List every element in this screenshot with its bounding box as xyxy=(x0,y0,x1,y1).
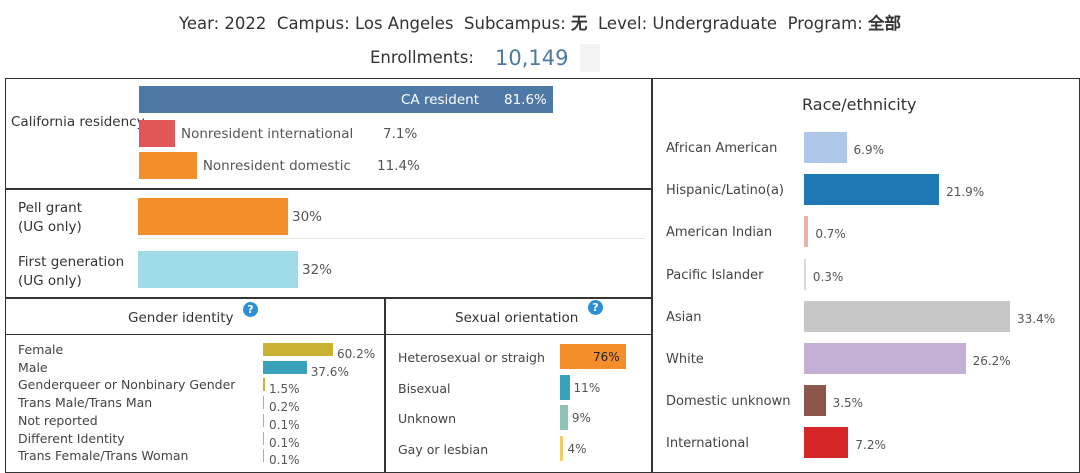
gender-category-label: Male xyxy=(18,359,48,375)
pell-firstgen-bar xyxy=(138,198,288,235)
orientation-value-label: 4% xyxy=(567,441,587,456)
race-bar xyxy=(804,385,826,417)
campus-value: Los Angeles xyxy=(354,14,454,33)
orientation-category-label: Unknown xyxy=(398,411,457,426)
pell-firstgen-value-label: 30% xyxy=(292,209,323,225)
residency-bar xyxy=(139,152,197,179)
pell-gridline xyxy=(137,238,645,239)
program-label: Program: xyxy=(787,14,863,33)
residency-value-label: 11.4% xyxy=(377,158,420,174)
orientation-category-label: Heterosexual or straigh xyxy=(398,350,545,365)
residency-bar xyxy=(139,120,176,147)
orientation-bar xyxy=(560,435,564,461)
enrollments-box xyxy=(580,44,600,72)
race-bar xyxy=(804,216,809,248)
race-category-label: Asian xyxy=(666,309,702,325)
race-bar xyxy=(804,258,806,290)
race-category-label: African American xyxy=(666,141,778,156)
residency-value-label: 7.1% xyxy=(383,126,418,142)
race-category-label: Domestic unknown xyxy=(666,394,791,410)
race-category-label: International xyxy=(666,436,749,452)
gender-help-icon[interactable]: ? xyxy=(243,302,258,317)
filter-summary: Year: 2022 Campus: Los Angeles Subcampus… xyxy=(0,10,1080,34)
orientation-category-label: Gay or lesbian xyxy=(398,441,489,457)
pell-firstgen-category-label: (UG only) xyxy=(18,219,82,235)
race-value-label: 21.9% xyxy=(946,185,985,200)
gender-bar xyxy=(263,413,265,427)
gender-category-label: Genderqueer or Nonbinary Gender xyxy=(18,377,236,393)
residency-category-label: Nonresident domestic xyxy=(202,158,351,174)
race-value-label: 0.7% xyxy=(815,227,846,242)
gender-category-label: Not reported xyxy=(18,412,98,428)
gender-bar xyxy=(263,378,265,392)
pell-firstgen-category-label: Pell grant xyxy=(18,200,82,216)
gender-bar xyxy=(263,360,307,374)
race-value-label: 33.4% xyxy=(1017,311,1056,326)
gender-category-label: Trans Female/Trans Woman xyxy=(18,448,189,464)
race-value-label: 0.3% xyxy=(812,269,844,284)
gender-title: Gender identity xyxy=(128,310,234,326)
gender-category-label: Female xyxy=(18,342,64,357)
residency-bar xyxy=(139,86,553,113)
race-bar xyxy=(804,427,849,459)
residency-category-label: CA resident xyxy=(401,92,480,108)
gender-bar xyxy=(263,343,333,356)
gender-divider xyxy=(5,334,385,335)
pell-firstgen-category-label: (UG only) xyxy=(18,273,82,289)
level-value: Undergraduate xyxy=(652,14,778,33)
race-bar xyxy=(804,174,940,206)
race-value-label: 3.5% xyxy=(832,396,864,411)
orientation-help-icon[interactable]: ? xyxy=(588,300,603,315)
race-bar xyxy=(804,343,966,374)
orientation-category-label: Bisexual xyxy=(398,380,451,396)
gender-value-label: 0.1% xyxy=(269,435,300,450)
orientation-divider xyxy=(385,334,652,335)
enrollments-value: 10,149 xyxy=(495,46,569,70)
gender-bar xyxy=(263,431,265,445)
gender-value-label: 0.1% xyxy=(269,417,300,432)
pell-firstgen-bar xyxy=(138,251,298,288)
race-category-label: White xyxy=(666,352,704,367)
gender-value-label: 1.5% xyxy=(269,382,300,397)
subcampus-label: Subcampus: xyxy=(464,14,566,33)
orientation-bar xyxy=(560,344,626,369)
race-value-label: 6.9% xyxy=(853,143,885,157)
program-value: 全部 xyxy=(868,14,902,33)
pell-firstgen-category-label: First generation xyxy=(18,254,125,270)
gender-value-label: 37.6% xyxy=(310,364,349,379)
race-category-label: Pacific Islander xyxy=(666,267,764,283)
year-value: 2022 xyxy=(224,14,267,33)
race-bar xyxy=(804,300,1010,332)
race-bar xyxy=(804,132,847,163)
enrollments-label: Enrollments: xyxy=(370,48,474,67)
orientation-value-label: 11% xyxy=(573,380,601,395)
residency-category-label: Nonresident international xyxy=(181,126,354,142)
pell-firstgen-panel xyxy=(5,188,653,299)
race-value-label: 26.2% xyxy=(972,354,1011,368)
gender-bar xyxy=(263,396,265,410)
gender-value-label: 60.2% xyxy=(337,347,376,361)
year-label: Year: xyxy=(178,14,220,33)
subcampus-value: 无 xyxy=(571,14,588,33)
orientation-value-label: 9% xyxy=(571,411,591,425)
race-title: Race/ethnicity xyxy=(802,95,917,114)
race-category-label: Hispanic/Latino(a) xyxy=(666,183,784,199)
residency-value-label: 81.6% xyxy=(504,92,547,108)
level-label: Level: xyxy=(598,14,648,33)
residency-panel xyxy=(5,78,653,190)
gender-category-label: Trans Male/Trans Man xyxy=(18,395,153,411)
race-value-label: 7.2% xyxy=(855,438,886,453)
orientation-bar xyxy=(560,405,568,430)
residency-title: California residency xyxy=(11,114,145,130)
gender-value-label: 0.2% xyxy=(269,400,300,415)
gender-category-label: Different Identity xyxy=(18,430,125,446)
race-category-label: American Indian xyxy=(666,225,773,241)
gender-value-label: 0.1% xyxy=(269,453,300,468)
orientation-value-label: 76% xyxy=(593,350,620,364)
gender-bar xyxy=(263,449,265,463)
orientation-bar xyxy=(560,374,570,400)
orientation-title: Sexual orientation xyxy=(455,310,579,326)
campus-label: Campus: xyxy=(276,14,350,33)
pell-firstgen-value-label: 32% xyxy=(302,262,333,278)
